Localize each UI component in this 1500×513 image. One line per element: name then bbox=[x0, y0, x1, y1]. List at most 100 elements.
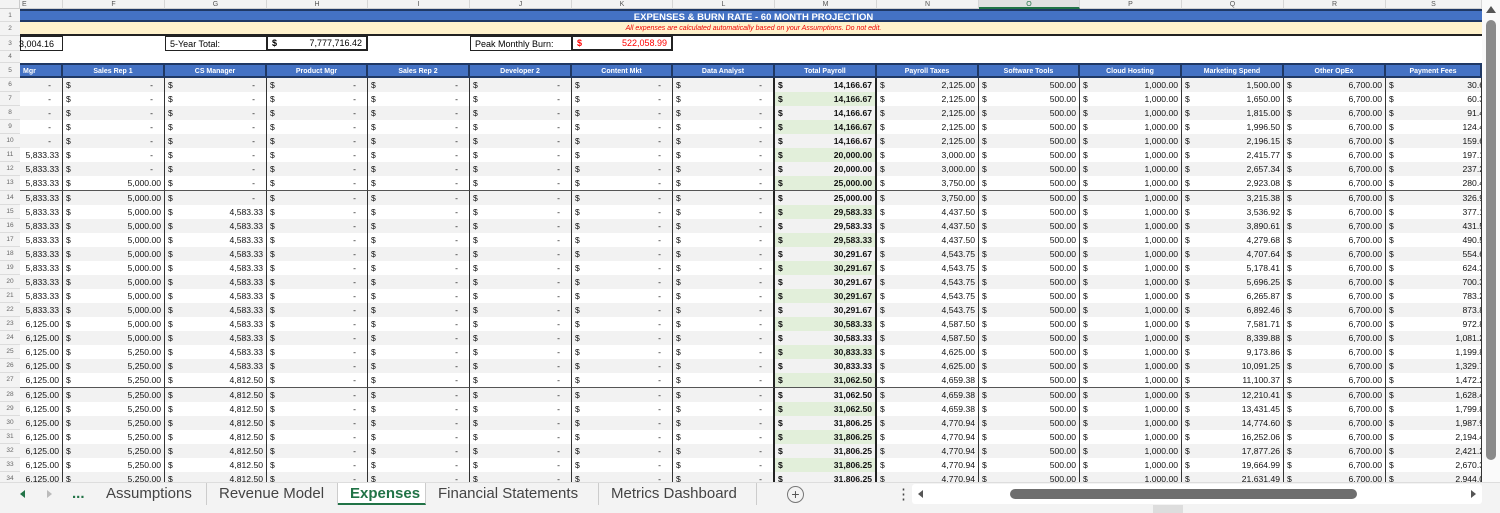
cell-f13[interactable]: $5,000.00 bbox=[63, 176, 165, 192]
cell-m12[interactable]: $20,000.00 bbox=[775, 162, 877, 178]
cell-j18[interactable]: $ - bbox=[470, 246, 572, 262]
cell-q34[interactable]: $21,631.49 bbox=[1182, 471, 1284, 482]
cell-q26[interactable]: $10,091.25 bbox=[1182, 359, 1284, 375]
cell-e33[interactable]: 6,125.00 bbox=[20, 457, 63, 473]
cell-p19[interactable]: $1,000.00 bbox=[1080, 260, 1182, 276]
cell-m24[interactable]: $30,583.33 bbox=[775, 331, 877, 347]
cell-j27[interactable]: $ - bbox=[470, 373, 572, 389]
cell-e26[interactable]: 6,125.00 bbox=[20, 359, 63, 375]
cell-q23[interactable]: $7,581.71 bbox=[1182, 317, 1284, 333]
cell-i11[interactable]: $ - bbox=[368, 148, 470, 164]
cell-k10[interactable]: $ - bbox=[572, 134, 673, 150]
cell-n22[interactable]: $4,543.75 bbox=[877, 303, 979, 319]
cell-l23[interactable]: $ - bbox=[673, 317, 775, 333]
cell-n30[interactable]: $4,770.94 bbox=[877, 415, 979, 431]
cell-o14[interactable]: $500.00 bbox=[979, 190, 1080, 206]
row-header-22[interactable]: 22 bbox=[0, 303, 20, 318]
cell-i19[interactable]: $ - bbox=[368, 260, 470, 276]
scroll-right-icon[interactable] bbox=[1471, 490, 1476, 498]
cell-k16[interactable]: $ - bbox=[572, 218, 673, 234]
cell-h9[interactable]: $ - bbox=[267, 120, 368, 136]
cell-l22[interactable]: $ - bbox=[673, 303, 775, 319]
column-heading-content-mkt[interactable]: Content Mkt bbox=[572, 63, 673, 78]
cell-o26[interactable]: $500.00 bbox=[979, 359, 1080, 375]
cell-r11[interactable]: $6,700.00 bbox=[1284, 148, 1386, 164]
cell-p10[interactable]: $1,000.00 bbox=[1080, 134, 1182, 150]
sheet-tab-financial-statements[interactable]: Financial Statements bbox=[426, 483, 599, 505]
cell-o31[interactable]: $500.00 bbox=[979, 429, 1080, 445]
cell-i8[interactable]: $ - bbox=[368, 106, 470, 122]
cell-l18[interactable]: $ - bbox=[673, 246, 775, 262]
cell-m21[interactable]: $30,291.67 bbox=[775, 289, 877, 305]
cell-s19[interactable]: $624.3 bbox=[1386, 260, 1482, 276]
cell-n33[interactable]: $4,770.94 bbox=[877, 457, 979, 473]
cell-g26[interactable]: $4,583.33 bbox=[165, 359, 267, 375]
cell-p24[interactable]: $1,000.00 bbox=[1080, 331, 1182, 347]
row-header-8[interactable]: 8 bbox=[0, 106, 20, 121]
sheet-tab-metrics-dashboard[interactable]: Metrics Dashboard bbox=[599, 483, 757, 505]
scroll-up-icon[interactable] bbox=[1486, 6, 1496, 13]
cell-m10[interactable]: $14,166.67 bbox=[775, 134, 877, 150]
cell-p11[interactable]: $1,000.00 bbox=[1080, 148, 1182, 164]
cell-o13[interactable]: $500.00 bbox=[979, 176, 1080, 192]
cell-k9[interactable]: $ - bbox=[572, 120, 673, 136]
cell-p23[interactable]: $1,000.00 bbox=[1080, 317, 1182, 333]
cell-q9[interactable]: $1,996.50 bbox=[1182, 120, 1284, 136]
cell-j22[interactable]: $ - bbox=[470, 303, 572, 319]
cell-p26[interactable]: $1,000.00 bbox=[1080, 359, 1182, 375]
cell-p31[interactable]: $1,000.00 bbox=[1080, 429, 1182, 445]
column-header-m[interactable]: M bbox=[775, 0, 877, 9]
cell-j32[interactable]: $ - bbox=[470, 443, 572, 459]
cell-q21[interactable]: $6,265.87 bbox=[1182, 289, 1284, 305]
cell-g17[interactable]: $4,583.33 bbox=[165, 232, 267, 248]
cell-i17[interactable]: $ - bbox=[368, 232, 470, 248]
cell-n16[interactable]: $4,437.50 bbox=[877, 218, 979, 234]
row-header-4[interactable]: 4 bbox=[0, 51, 20, 63]
cell-h27[interactable]: $ - bbox=[267, 373, 368, 389]
cell-r23[interactable]: $6,700.00 bbox=[1284, 317, 1386, 333]
cell-s9[interactable]: $124.4 bbox=[1386, 120, 1482, 136]
add-sheet-icon[interactable]: + bbox=[787, 486, 804, 503]
cell-s26[interactable]: $1,329.7 bbox=[1386, 359, 1482, 375]
cell-o27[interactable]: $500.00 bbox=[979, 373, 1080, 389]
cell-k11[interactable]: $ - bbox=[572, 148, 673, 164]
cell-p25[interactable]: $1,000.00 bbox=[1080, 345, 1182, 361]
cell-j7[interactable]: $ - bbox=[470, 92, 572, 108]
cell-m26[interactable]: $30,833.33 bbox=[775, 359, 877, 375]
cell-p22[interactable]: $1,000.00 bbox=[1080, 303, 1182, 319]
five-year-total-cell[interactable]: $7,777,716.42 bbox=[267, 36, 368, 51]
cell-o32[interactable]: $500.00 bbox=[979, 443, 1080, 459]
cell-q29[interactable]: $13,431.45 bbox=[1182, 401, 1284, 417]
row-header-16[interactable]: 16 bbox=[0, 218, 20, 233]
cell-h24[interactable]: $ - bbox=[267, 331, 368, 347]
cell-r30[interactable]: $6,700.00 bbox=[1284, 415, 1386, 431]
cell-k28[interactable]: $ - bbox=[572, 387, 673, 403]
cell-l24[interactable]: $ - bbox=[673, 331, 775, 347]
cell-k24[interactable]: $ - bbox=[572, 331, 673, 347]
row-header-24[interactable]: 24 bbox=[0, 331, 20, 346]
cell-l13[interactable]: $ - bbox=[673, 176, 775, 192]
cell-k7[interactable]: $ - bbox=[572, 92, 673, 108]
cell-s23[interactable]: $972.8 bbox=[1386, 317, 1482, 333]
cell-i25[interactable]: $ - bbox=[368, 345, 470, 361]
column-header-p[interactable]: P bbox=[1080, 0, 1182, 9]
cell-h11[interactable]: $ - bbox=[267, 148, 368, 164]
cell-i23[interactable]: $ - bbox=[368, 317, 470, 333]
cell-s33[interactable]: $2,670.3 bbox=[1386, 457, 1482, 473]
cell-k33[interactable]: $ - bbox=[572, 457, 673, 473]
cell-k6[interactable]: $ - bbox=[572, 78, 673, 93]
column-heading-other-opex[interactable]: Other OpEx bbox=[1284, 63, 1386, 78]
cell-f22[interactable]: $5,000.00 bbox=[63, 303, 165, 319]
cell-g21[interactable]: $4,583.33 bbox=[165, 289, 267, 305]
cell-o15[interactable]: $500.00 bbox=[979, 204, 1080, 220]
cell-q20[interactable]: $5,696.25 bbox=[1182, 274, 1284, 290]
cell-h30[interactable]: $ - bbox=[267, 415, 368, 431]
cell-h16[interactable]: $ - bbox=[267, 218, 368, 234]
cell-n34[interactable]: $4,770.94 bbox=[877, 471, 979, 482]
cell-r16[interactable]: $6,700.00 bbox=[1284, 218, 1386, 234]
cell-h14[interactable]: $ - bbox=[267, 190, 368, 206]
cell-l20[interactable]: $ - bbox=[673, 274, 775, 290]
cell-l6[interactable]: $ - bbox=[673, 78, 775, 93]
row-header-27[interactable]: 27 bbox=[0, 373, 20, 388]
column-heading-data-analyst[interactable]: Data Analyst bbox=[673, 63, 775, 78]
